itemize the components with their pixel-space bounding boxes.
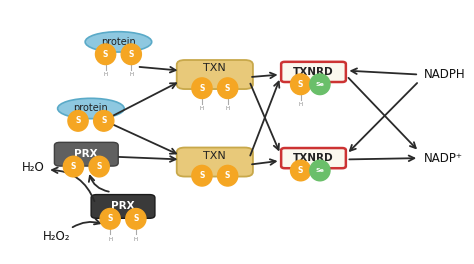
Text: H: H <box>129 72 133 77</box>
Text: H: H <box>108 237 112 242</box>
Text: H: H <box>103 72 108 77</box>
Text: PRX: PRX <box>74 149 98 159</box>
Ellipse shape <box>89 156 109 177</box>
Text: S: S <box>101 116 107 125</box>
Ellipse shape <box>126 209 146 229</box>
Ellipse shape <box>121 44 141 65</box>
Text: TXN: TXN <box>203 63 226 73</box>
FancyBboxPatch shape <box>281 148 346 168</box>
FancyBboxPatch shape <box>55 142 118 166</box>
Text: TXN: TXN <box>203 150 226 161</box>
Ellipse shape <box>85 32 152 52</box>
Ellipse shape <box>218 78 238 98</box>
FancyBboxPatch shape <box>177 60 253 89</box>
Text: NADPH: NADPH <box>424 68 465 81</box>
Text: S: S <box>199 171 205 180</box>
Text: S: S <box>108 214 113 223</box>
Ellipse shape <box>310 74 330 95</box>
Text: S: S <box>225 171 230 180</box>
Text: NADP⁺: NADP⁺ <box>424 152 463 165</box>
Text: S: S <box>298 166 303 175</box>
Ellipse shape <box>192 165 212 186</box>
Ellipse shape <box>291 74 311 95</box>
Text: S: S <box>133 214 138 223</box>
Text: Se: Se <box>316 82 324 87</box>
FancyBboxPatch shape <box>91 195 155 218</box>
Text: S: S <box>199 84 205 93</box>
Text: H: H <box>226 106 230 111</box>
FancyBboxPatch shape <box>177 148 253 177</box>
Text: S: S <box>71 162 76 171</box>
Text: protein: protein <box>101 37 136 47</box>
Text: H: H <box>200 106 204 111</box>
Ellipse shape <box>310 160 330 181</box>
Text: H₂O: H₂O <box>22 161 45 174</box>
Text: S: S <box>97 162 102 171</box>
Text: H: H <box>134 237 138 242</box>
Ellipse shape <box>68 111 88 131</box>
Text: S: S <box>75 116 81 125</box>
Ellipse shape <box>64 156 83 177</box>
Text: S: S <box>225 84 230 93</box>
Text: PRX: PRX <box>111 201 135 211</box>
Text: Se: Se <box>316 168 324 173</box>
Text: protein: protein <box>73 103 108 114</box>
Text: S: S <box>298 80 303 89</box>
Ellipse shape <box>100 209 120 229</box>
Ellipse shape <box>291 160 311 181</box>
Text: H: H <box>299 102 303 107</box>
Text: TXNRD: TXNRD <box>293 67 334 77</box>
Ellipse shape <box>58 98 124 119</box>
Ellipse shape <box>95 44 116 65</box>
Text: S: S <box>103 50 108 59</box>
Text: S: S <box>128 50 134 59</box>
Ellipse shape <box>218 165 238 186</box>
FancyBboxPatch shape <box>281 62 346 82</box>
Ellipse shape <box>94 111 114 131</box>
Text: TXNRD: TXNRD <box>293 153 334 163</box>
Ellipse shape <box>192 78 212 98</box>
Text: H₂O₂: H₂O₂ <box>43 230 70 243</box>
